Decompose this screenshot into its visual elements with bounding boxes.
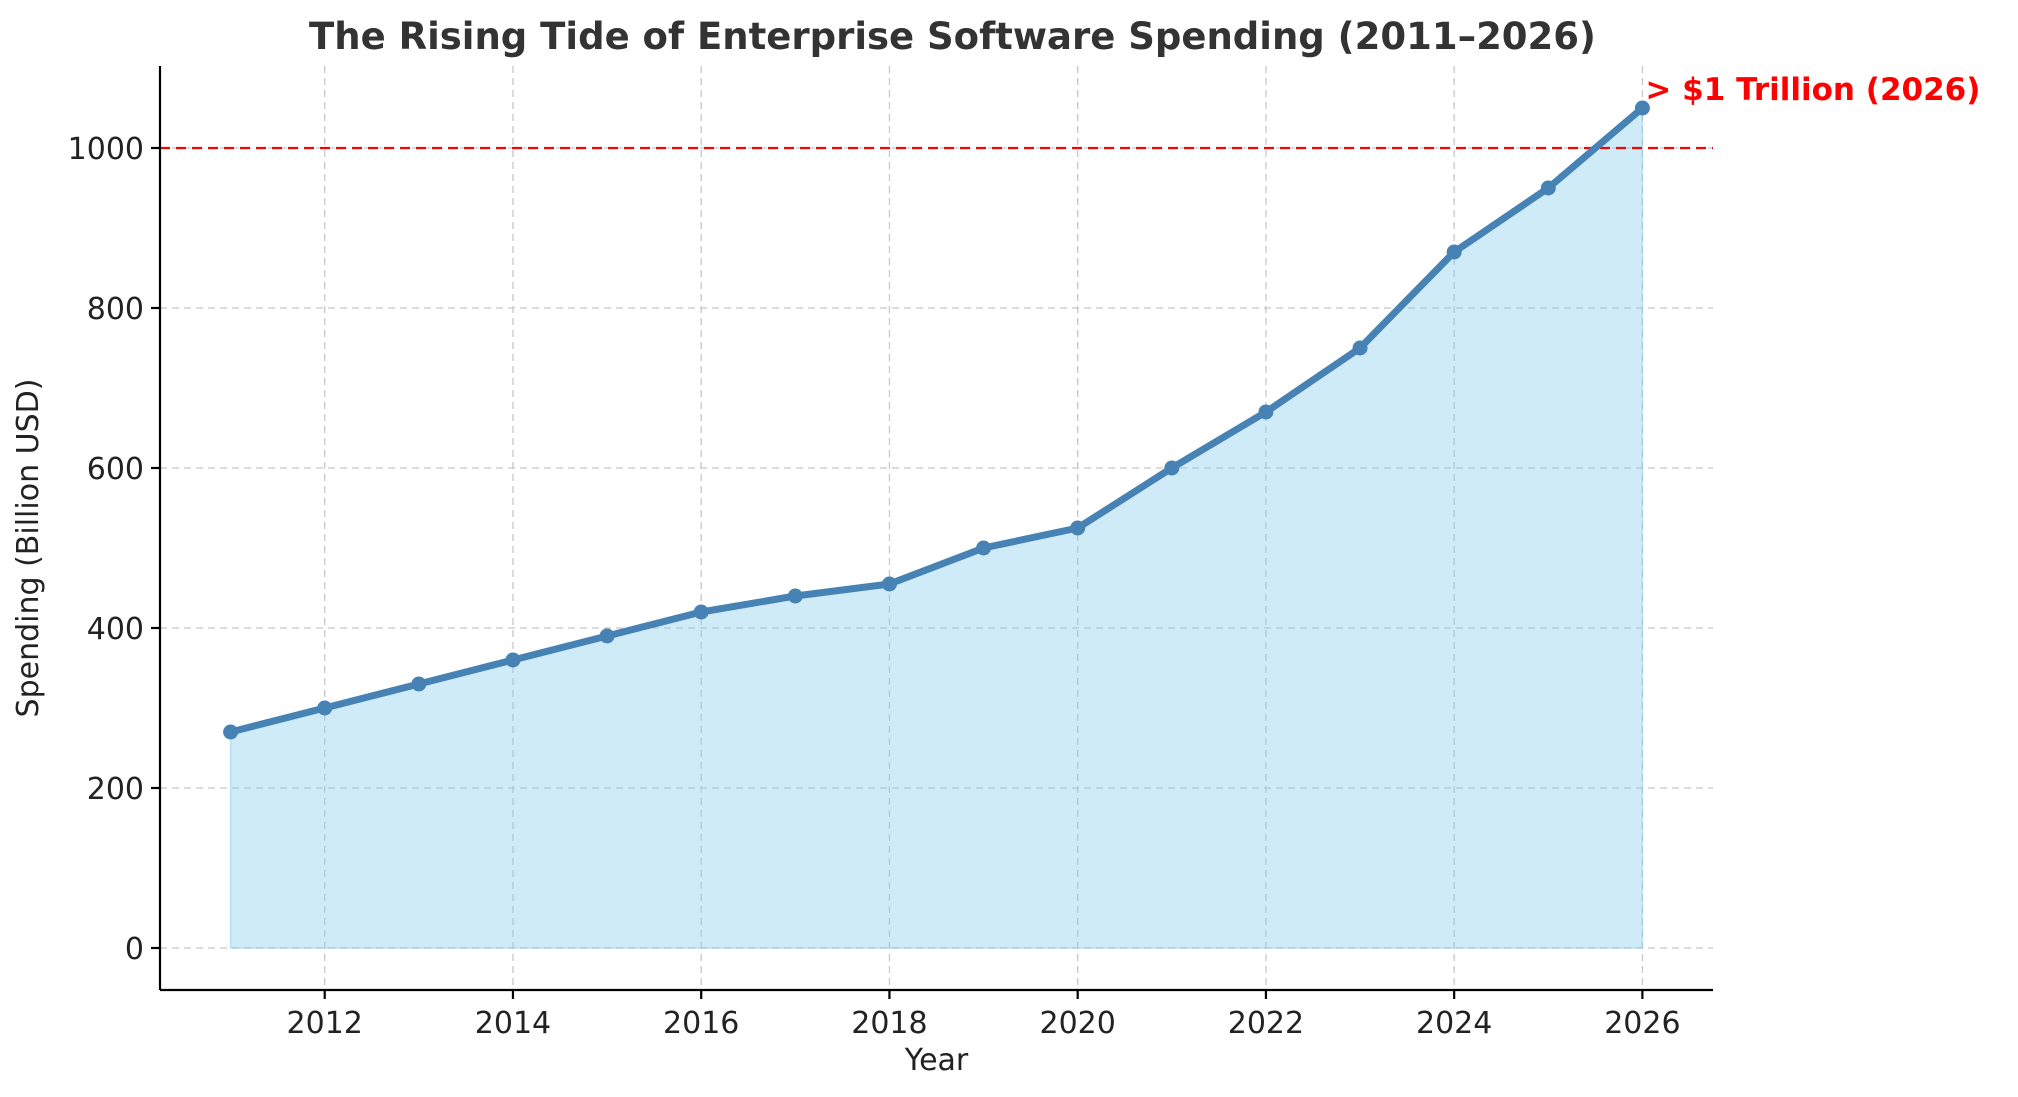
- y-tick-label: 800: [87, 292, 144, 327]
- data-point-2018: [881, 576, 897, 592]
- chart-title: The Rising Tide of Enterprise Software S…: [309, 15, 1596, 58]
- x-tick-label: 2012: [287, 1006, 363, 1041]
- trillion-annotation: > $1 Trillion (2026): [1645, 72, 1980, 108]
- x-tick-label: 2018: [851, 1006, 927, 1041]
- area-fill: [229, 106, 1644, 949]
- data-point-2025: [1540, 180, 1556, 196]
- x-tick-label: 2022: [1228, 1006, 1304, 1041]
- data-point-2015: [599, 628, 615, 644]
- data-point-2011: [223, 724, 239, 740]
- data-point-2024: [1446, 244, 1462, 260]
- x-tick-label: 2014: [475, 1006, 551, 1041]
- data-point-2013: [411, 676, 427, 692]
- x-tick-label: 2016: [663, 1006, 739, 1041]
- y-tick-label: 0: [125, 932, 144, 967]
- x-axis-ticks: 2012 2014 2016 2018 2020 2022 2024 2026: [287, 990, 1681, 1041]
- data-point-2017: [787, 588, 803, 604]
- data-point-2021: [1164, 460, 1180, 476]
- x-axis-label: Year: [904, 1043, 969, 1078]
- data-point-2016: [693, 604, 709, 620]
- data-point-2014: [505, 652, 521, 668]
- y-tick-label: 400: [87, 612, 144, 647]
- x-tick-label: 2020: [1040, 1006, 1116, 1041]
- y-tick-label: 1000: [68, 132, 144, 167]
- data-point-2023: [1352, 340, 1368, 356]
- data-point-2022: [1258, 404, 1274, 420]
- x-tick-label: 2024: [1416, 1006, 1492, 1041]
- y-tick-label: 200: [87, 772, 144, 807]
- data-point-2012: [317, 700, 333, 716]
- y-axis-label: Spending (Billion USD): [11, 379, 46, 718]
- series-line: [227, 104, 1646, 736]
- y-tick-label: 600: [87, 452, 144, 487]
- data-points: [223, 100, 1650, 740]
- y-axis-ticks: 0 200 400 600 800 1000: [68, 132, 160, 967]
- x-tick-label: 2026: [1604, 1006, 1680, 1041]
- data-point-2020: [1070, 520, 1086, 536]
- data-point-2019: [976, 540, 992, 556]
- data-point-2026: [1634, 100, 1650, 116]
